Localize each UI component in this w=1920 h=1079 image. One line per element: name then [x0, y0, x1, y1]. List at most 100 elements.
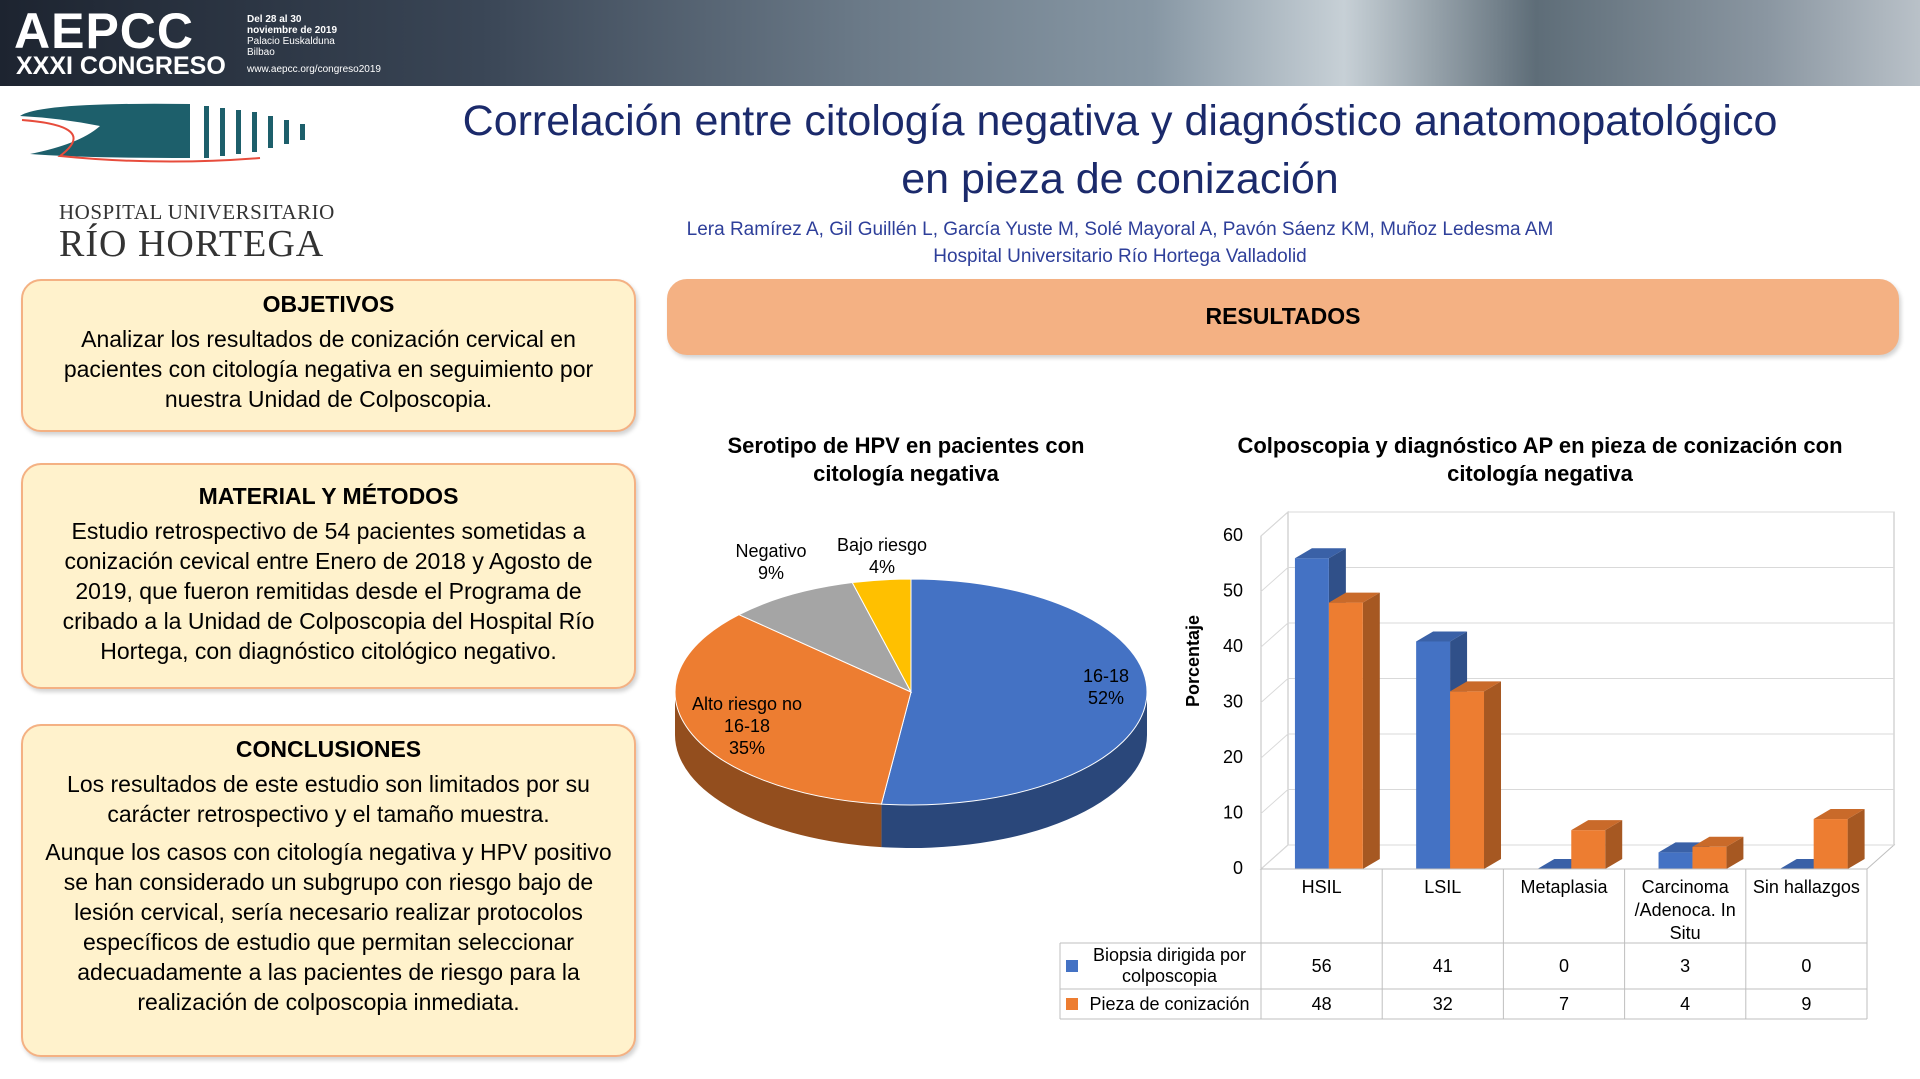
- grid-line: [1260, 678, 1894, 703]
- objetivos-box: OBJETIVOS Analizar los resultados de con…: [21, 279, 636, 432]
- bar: [1571, 830, 1606, 869]
- detail: Bilbao: [247, 47, 275, 58]
- pie-slice: [880, 578, 1148, 806]
- pie-label-value: 35%: [728, 738, 766, 758]
- conclusiones-box: CONCLUSIONES Los resultados de este estu…: [21, 724, 636, 1057]
- bar: [1294, 558, 1329, 869]
- logo-line1: HOSPITAL UNIVERSITARIO: [59, 200, 335, 224]
- paragraph: Analizar los resultados de conización ce…: [63, 326, 594, 412]
- pie-slice: [851, 578, 912, 693]
- bar: [1692, 846, 1727, 869]
- legend-label: Biopsia dirigida por colposcopia: [1092, 945, 1247, 986]
- legend-label: Pieza de conización: [1089, 993, 1250, 1014]
- bar: [1813, 819, 1848, 869]
- section-title: OBJETIVOS: [262, 291, 395, 317]
- legend-swatch: [1066, 960, 1078, 972]
- bar: [1416, 641, 1451, 869]
- table-value: 7: [1558, 993, 1569, 1014]
- table-value: 48: [1311, 993, 1332, 1014]
- pie-label-category: 16-18: [1082, 666, 1130, 686]
- pie-label: Alto riesgo no 16-18 35%: [677, 693, 817, 759]
- banner: AEPCC XXXI CONGRESO Del 28 al 30 noviemb…: [0, 0, 1920, 86]
- bar: [1658, 852, 1693, 869]
- congress-name: AEPCC: [14, 3, 195, 59]
- bar: [1328, 602, 1363, 869]
- table-value: 0: [1801, 955, 1812, 976]
- logo-bars: [204, 106, 305, 158]
- logo-graphic: [20, 103, 305, 163]
- bar-top: [1813, 809, 1865, 820]
- detail: Palacio Euskalduna: [247, 36, 335, 47]
- pie-slice: [674, 614, 912, 805]
- title-line: Correlación entre citología negativa y d…: [462, 97, 1778, 145]
- grid-line: [1260, 567, 1894, 592]
- section-title: CONCLUSIONES: [235, 736, 422, 762]
- bar-side: [1605, 820, 1623, 869]
- table-value: 56: [1311, 955, 1332, 976]
- congress-edition: XXXI CONGRESO: [16, 52, 226, 80]
- pie-label: 16-18 52%: [1036, 665, 1176, 709]
- affiliation: Hospital Universitario Río Hortega Valla…: [933, 246, 1307, 267]
- y-tick-label: 20: [1223, 747, 1243, 767]
- logo-swoosh-line: [21, 119, 261, 163]
- bar-top: [1294, 548, 1346, 559]
- congress-details: Del 28 al 30 noviembre de 2019 Palacio E…: [247, 14, 381, 75]
- x-tick-label: LSIL: [1424, 877, 1462, 897]
- chart-title: Colposcopia y diagnóstico AP en pieza de…: [1237, 433, 1843, 486]
- paragraph: Estudio retrospectivo de 54 pacientes so…: [62, 518, 595, 664]
- x-tick-label: HSIL: [1301, 877, 1342, 897]
- pie-label-value: 52%: [1087, 688, 1125, 708]
- y-tick-label: 60: [1223, 525, 1243, 545]
- pie-label-category: Negativo: [735, 541, 807, 561]
- x-tick-label: Metaplasia: [1520, 877, 1608, 897]
- y-axis-title: Porcentaje: [1183, 615, 1203, 707]
- pie-label-value: 9%: [757, 563, 784, 583]
- x-tick-label: Sin hallazgos: [1752, 877, 1860, 897]
- grid-line: [1260, 511, 1894, 537]
- detail: noviembre de 2019: [247, 25, 338, 36]
- bar-side: [1484, 681, 1502, 869]
- pie-slice-side: [675, 692, 882, 848]
- bar-top: [1328, 592, 1380, 603]
- y-tick-label: 30: [1223, 691, 1243, 711]
- bar-side: [1362, 592, 1380, 869]
- pie-label-value: 4%: [868, 557, 895, 577]
- pie-label-category: Bajo riesgo: [836, 535, 928, 555]
- x-tick-label: Carcinoma /Adenoca. In Situ: [1634, 877, 1736, 943]
- bar-top: [1692, 836, 1744, 847]
- material-box: MATERIAL Y MÉTODOS Estudio retrospectivo…: [21, 463, 636, 689]
- bar-top: [1571, 820, 1623, 831]
- detail: Del 28 al 30: [247, 14, 302, 25]
- table-value: 3: [1680, 955, 1691, 976]
- bar-side: [1726, 836, 1744, 869]
- table-value: 4: [1680, 993, 1691, 1014]
- chart-title: Serotipo de HPV en pacientes con citolog…: [727, 433, 1085, 486]
- pie-slice: [737, 582, 913, 694]
- table-value: 9: [1801, 993, 1812, 1014]
- section-title: MATERIAL Y MÉTODOS: [198, 483, 459, 509]
- logo-line2: RÍO HORTEGA: [59, 223, 325, 265]
- section-title: RESULTADOS: [1205, 303, 1361, 329]
- grid-line: [1260, 789, 1894, 814]
- pie-label: Bajo riesgo 4%: [812, 534, 952, 578]
- grid-line: [1260, 733, 1894, 759]
- bar: [1450, 691, 1485, 869]
- title-line: en pieza de conización: [901, 155, 1339, 203]
- legend-swatch: [1066, 998, 1078, 1010]
- authors: Lera Ramírez A, Gil Guillén L, García Yu…: [686, 219, 1554, 240]
- poster-title: Correlación entre citología negativa y d…: [340, 92, 1900, 208]
- table-value: 32: [1432, 993, 1453, 1014]
- table-value: 0: [1558, 955, 1569, 976]
- pie-label-category: Alto riesgo no 16-18: [691, 694, 803, 736]
- table-value: 41: [1432, 955, 1453, 976]
- grid-line: [1260, 622, 1894, 648]
- bar-top: [1416, 631, 1468, 642]
- pie-slice-side: [881, 692, 1147, 848]
- y-tick-label: 50: [1223, 580, 1243, 600]
- bar-side: [1847, 809, 1865, 869]
- bar-top: [1450, 681, 1502, 692]
- y-tick-label: 10: [1223, 802, 1243, 822]
